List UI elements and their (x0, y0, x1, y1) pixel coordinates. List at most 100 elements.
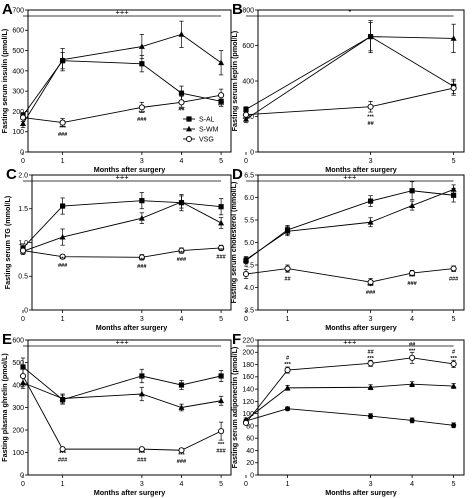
point-s-wm (218, 59, 225, 66)
point-s-wm (218, 397, 225, 404)
significance-annotation: ### (366, 290, 376, 296)
point-vsg (59, 119, 66, 126)
x-tick-label: 0 (244, 158, 248, 165)
significance-annotation: *** (367, 284, 374, 290)
plot-frame (257, 174, 465, 311)
point-s-wm (409, 380, 416, 387)
y-tick-label: 600 (12, 28, 24, 35)
significance-annotation: ### (177, 459, 187, 465)
significance-annotation: ### (58, 458, 68, 464)
y-tick-label: 140 (242, 386, 254, 393)
series-line-vsg (22, 375, 222, 451)
y-tick-label: 600 (242, 43, 254, 50)
point-s-al (367, 198, 374, 204)
x-tick-label: 3 (140, 158, 144, 165)
point-vsg (218, 92, 225, 99)
x-tick-label: 5 (219, 316, 223, 323)
series-line-s-wm (22, 201, 222, 252)
point-vsg (59, 446, 66, 453)
point-vsg (59, 253, 66, 260)
plot-frame (257, 9, 465, 153)
panel-letter: D (232, 166, 243, 183)
y-axis-label: Fasting serum adiponectin (pmol/L) (230, 346, 239, 468)
point-s-wm (409, 202, 416, 208)
point-vsg (284, 265, 291, 272)
point-s-wm (178, 404, 185, 410)
significance-annotation: ### (449, 277, 459, 283)
point-s-al (218, 373, 224, 379)
point-vsg (19, 247, 27, 254)
significance-annotation: # (286, 356, 290, 362)
point-s-wm (59, 56, 66, 63)
significance-annotation: *** (139, 110, 146, 116)
y-tick-label: 20 (246, 460, 254, 467)
point-s-al (367, 413, 374, 419)
significance-annotation: ### (137, 117, 147, 123)
x-tick-label: 0 (244, 481, 248, 488)
point-s-wm (284, 384, 291, 391)
point-s-al (139, 61, 145, 67)
point-s-al (139, 373, 145, 379)
plot-frame (31, 174, 232, 311)
y-tick-label: 40 (246, 448, 254, 455)
x-axis-label: Months after surgery (94, 165, 166, 174)
significance-annotation: *** (139, 451, 146, 457)
y-tick-label: 0 (250, 472, 254, 479)
significance-annotation: *** (409, 275, 416, 281)
significance-annotation: ### (216, 254, 226, 260)
y-tick-label: 1.5 (18, 206, 28, 213)
series-line-s-wm (22, 382, 222, 408)
significance-label: +++ (343, 338, 357, 347)
point-s-wm (138, 43, 145, 49)
series-line-s-wm (245, 188, 454, 260)
y-axis-label: Fasting serum cholesterol (mmol/L) (229, 181, 238, 303)
point-s-wm (20, 120, 26, 126)
point-s-wm (178, 198, 185, 205)
y-tick-label: 200 (242, 350, 254, 357)
panel-letter: F (232, 331, 241, 348)
y-tick-label: 4.5 (244, 262, 254, 269)
panel-letter: C (6, 166, 17, 183)
panel-letter: E (2, 331, 12, 348)
significance-annotation: ## (409, 342, 416, 348)
significance-annotation: ### (177, 257, 187, 263)
series-line-s-al (245, 408, 454, 426)
point-s-wm (243, 256, 249, 262)
significance-label: +++ (115, 8, 129, 17)
x-tick-label: 0 (21, 158, 25, 165)
y-tick-label: 0.5 (18, 274, 28, 281)
point-s-al (139, 198, 145, 204)
y-tick-label: 180 (242, 362, 254, 369)
point-vsg (409, 270, 416, 277)
significance-annotation: ## (284, 277, 291, 283)
y-tick-label: 500 (12, 48, 24, 55)
y-tick-label: 400 (242, 78, 254, 85)
significance-annotation: ## (367, 121, 374, 127)
legend-label: S-AL (199, 117, 215, 124)
y-tick-label: 5.5 (244, 217, 254, 224)
y-tick-label: 1.0 (18, 240, 28, 247)
x-tick-label: 3 (140, 481, 144, 488)
panel-d: D 3.5 4.0 4.5 5.0 5.5 6.0 6.5 0 1 3 4 5 Months after … (229, 166, 465, 332)
point-vsg (242, 270, 250, 278)
panel-letter: B (232, 1, 243, 18)
point-vsg (138, 446, 145, 453)
x-axis-label: Months after surgery (94, 488, 166, 497)
point-s-al (178, 90, 185, 96)
legend-marker (186, 125, 192, 132)
panel-f: F 0 20 40 60 80 100 120 140 160 180 200 220 0 1 3 4 5 Mont… (230, 331, 465, 497)
point-s-wm (450, 382, 457, 389)
significance-annotation: ** (285, 270, 290, 276)
point-vsg (367, 360, 374, 367)
point-vsg (242, 111, 250, 118)
significance-label: * (348, 8, 351, 17)
significance-label: +++ (115, 173, 129, 182)
significance-annotation: *** (450, 356, 457, 362)
point-vsg (367, 103, 374, 110)
point-s-wm (59, 395, 66, 401)
x-tick-label: 4 (410, 481, 414, 488)
point-s-wm (450, 186, 457, 192)
significance-annotation: ## (178, 106, 185, 112)
panel-e: E 0 100 200 300 400 500 600 0 1 3 4 5 Months after su… (0, 331, 232, 497)
y-tick-label: 3.5 (244, 307, 254, 314)
